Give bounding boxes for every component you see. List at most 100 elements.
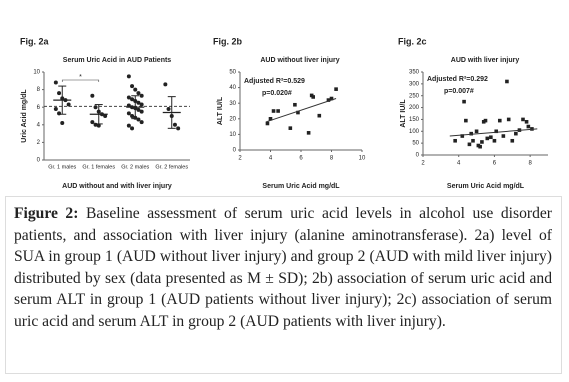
data-point: [136, 91, 141, 96]
data-point: [130, 84, 135, 89]
data-point: [176, 126, 181, 131]
data-point: [494, 129, 499, 134]
data-point: [497, 118, 502, 123]
data-point: [60, 121, 65, 126]
annotation: Adjusted R²=0.529: [244, 78, 305, 85]
y-tick-label: 20: [229, 116, 236, 122]
y-tick-label: 8: [37, 87, 41, 93]
data-point: [492, 138, 497, 143]
data-point: [311, 95, 315, 99]
y-tick-label: 200: [409, 105, 420, 111]
data-point: [130, 97, 135, 102]
data-point: [296, 110, 300, 115]
y-tick-label: 0: [233, 148, 237, 154]
y-tick-label: 50: [229, 70, 236, 76]
panel-label: Fig. 2b: [213, 36, 243, 46]
data-point: [163, 82, 168, 87]
data-point: [293, 102, 297, 107]
data-point: [96, 123, 101, 128]
data-point: [126, 95, 131, 100]
y-tick-label: 2: [37, 140, 41, 146]
data-point: [276, 109, 280, 113]
y-tick-label: 300: [409, 81, 420, 87]
annotation: Adjusted R²=0.292: [427, 76, 488, 83]
data-point: [526, 124, 531, 129]
caption-label: Figure 2:: [14, 205, 79, 222]
data-point: [460, 134, 465, 138]
y-tick-label: 10: [229, 132, 236, 138]
data-point: [126, 74, 131, 79]
data-point: [462, 99, 466, 104]
chart-title: Serum Uric Acid in AUD Patients: [63, 57, 172, 64]
data-point: [469, 131, 474, 136]
y-tick-label: 100: [409, 129, 420, 135]
data-point: [329, 96, 334, 101]
data-point: [478, 144, 482, 149]
x-tick-label: 6: [493, 161, 497, 167]
x-tick-label: Gr. 1 males: [48, 164, 76, 170]
caption-box: [5, 196, 562, 374]
data-point: [464, 118, 468, 123]
data-point: [506, 117, 511, 122]
x-axis-label: AUD without and with liver injury: [62, 183, 172, 190]
x-tick-label: Gr. 2 males: [121, 164, 149, 170]
data-point: [136, 107, 141, 112]
data-point: [57, 91, 62, 96]
x-tick-label: 8: [330, 156, 334, 162]
data-point: [288, 126, 293, 130]
y-tick-label: 0: [416, 153, 420, 159]
data-point: [514, 131, 518, 136]
data-point: [471, 138, 475, 143]
data-point: [126, 123, 131, 128]
data-point: [90, 93, 95, 98]
x-tick-label: 2: [238, 156, 242, 162]
data-point: [130, 126, 135, 131]
x-tick-label: 2: [421, 161, 425, 167]
annotation: p=0.007#: [444, 88, 474, 95]
data-point: [510, 138, 515, 143]
y-tick-label: 30: [229, 101, 236, 107]
data-point: [103, 114, 108, 118]
x-axis-label: Serum Uric Acid mg/dL: [447, 183, 525, 190]
data-point: [485, 136, 490, 141]
data-point: [57, 111, 62, 116]
data-point: [133, 87, 138, 92]
y-tick-label: 350: [409, 70, 420, 76]
data-point: [139, 102, 144, 107]
caption-text: Baseline assessment of serum uric acid l…: [14, 205, 552, 330]
data-point: [334, 87, 338, 91]
data-point: [501, 134, 506, 138]
data-point: [90, 120, 95, 125]
data-point: [521, 117, 525, 122]
x-tick-label: Gr. 1 females: [82, 164, 115, 170]
data-point: [524, 120, 529, 124]
data-point: [172, 122, 177, 127]
y-tick-label: 40: [229, 85, 236, 91]
data-point: [139, 120, 144, 125]
y-tick-label: 10: [33, 70, 40, 76]
data-point: [66, 102, 71, 107]
data-point: [306, 131, 311, 135]
data-point: [265, 121, 270, 126]
data-point: [317, 113, 322, 118]
data-point: [453, 138, 457, 143]
y-axis-label: ALT IU/L: [400, 99, 407, 128]
significance-bracket: [61, 79, 100, 82]
data-point: [505, 79, 509, 84]
x-axis-label: Serum Uric Acid mg/dL: [262, 183, 340, 190]
x-tick-label: 4: [457, 161, 461, 167]
x-tick-label: 4: [269, 156, 273, 162]
data-point: [268, 117, 273, 121]
data-point: [489, 135, 493, 140]
panel-label: Fig. 2c: [398, 36, 427, 46]
data-point: [474, 129, 479, 134]
y-tick-label: 4: [37, 122, 41, 128]
data-point: [126, 103, 131, 108]
x-tick-label: Gr. 2 females: [155, 164, 188, 170]
data-point: [93, 105, 98, 110]
x-tick-label: 6: [299, 156, 303, 162]
annotation: p=0.020#: [262, 90, 292, 97]
data-point: [467, 142, 472, 147]
y-tick-label: 250: [409, 93, 420, 99]
